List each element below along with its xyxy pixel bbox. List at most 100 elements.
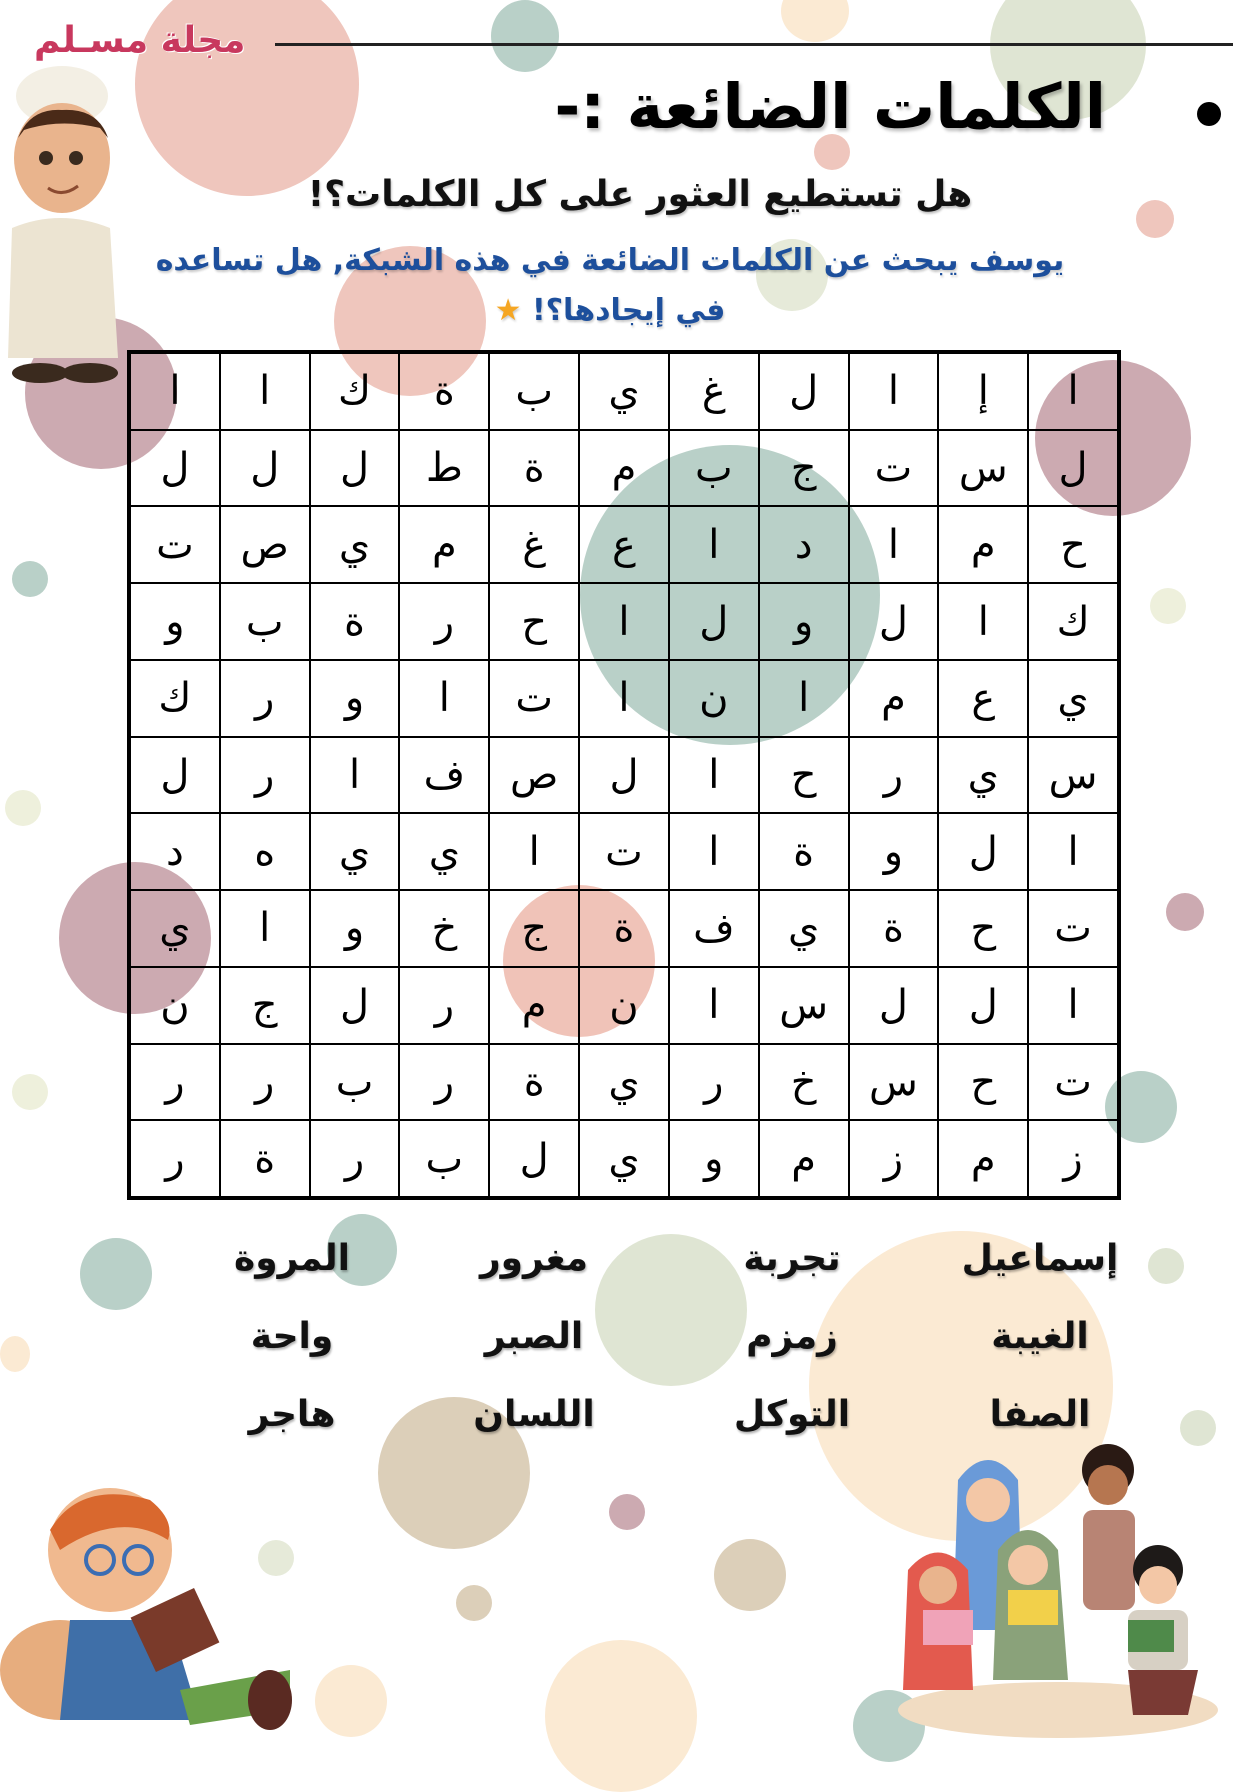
grid-cell[interactable]: ر: [399, 1043, 490, 1121]
grid-cell[interactable]: و: [758, 583, 849, 660]
grid-cell[interactable]: س: [758, 966, 849, 1044]
grid-cell[interactable]: ر: [309, 1120, 400, 1197]
grid-cell[interactable]: ا: [668, 506, 759, 584]
grid-cell[interactable]: ا: [668, 813, 759, 891]
grid-cell[interactable]: ا: [579, 659, 669, 737]
grid-cell[interactable]: ر: [130, 1043, 220, 1121]
grid-cell[interactable]: ر: [668, 1043, 759, 1121]
grid-cell[interactable]: ت: [848, 429, 939, 507]
grid-cell[interactable]: و: [668, 1120, 759, 1197]
grid-cell[interactable]: ر: [219, 1043, 310, 1121]
grid-cell[interactable]: و: [309, 659, 400, 737]
grid-cell[interactable]: ل: [938, 813, 1029, 891]
grid-cell[interactable]: ا: [130, 353, 220, 430]
grid-cell[interactable]: ل: [668, 583, 759, 660]
grid-cell[interactable]: ك: [1028, 583, 1118, 660]
grid-cell[interactable]: ت: [579, 813, 669, 891]
grid-cell[interactable]: ا: [219, 890, 310, 967]
grid-cell[interactable]: ح: [758, 736, 849, 814]
grid-cell[interactable]: ي: [130, 890, 220, 967]
grid-cell[interactable]: ب: [219, 583, 310, 660]
grid-cell[interactable]: ط: [399, 429, 490, 507]
grid-cell[interactable]: ل: [579, 736, 669, 814]
grid-cell[interactable]: ي: [938, 736, 1029, 814]
grid-cell[interactable]: ز: [848, 1120, 939, 1197]
grid-cell[interactable]: ا: [848, 506, 939, 584]
grid-cell[interactable]: غ: [489, 506, 580, 584]
grid-cell[interactable]: ع: [938, 659, 1029, 737]
grid-cell[interactable]: ح: [1028, 506, 1118, 584]
grid-cell[interactable]: ة: [489, 429, 580, 507]
grid-cell[interactable]: ف: [399, 736, 490, 814]
grid-cell[interactable]: ة: [309, 583, 400, 660]
grid-cell[interactable]: م: [848, 659, 939, 737]
grid-cell[interactable]: ص: [219, 506, 310, 584]
grid-cell[interactable]: ي: [579, 1043, 669, 1121]
grid-cell[interactable]: ا: [938, 583, 1029, 660]
grid-cell[interactable]: ة: [489, 1043, 580, 1121]
grid-cell[interactable]: م: [938, 506, 1029, 584]
grid-cell[interactable]: ح: [938, 1043, 1029, 1121]
grid-cell[interactable]: و: [309, 890, 400, 967]
grid-cell[interactable]: ل: [758, 353, 849, 430]
grid-cell[interactable]: ن: [668, 659, 759, 737]
grid-cell[interactable]: ن: [130, 966, 220, 1044]
grid-cell[interactable]: ة: [219, 1120, 310, 1197]
grid-cell[interactable]: ل: [848, 583, 939, 660]
grid-cell[interactable]: ي: [399, 813, 490, 891]
grid-cell[interactable]: ي: [579, 353, 669, 430]
grid-cell[interactable]: م: [489, 966, 580, 1044]
grid-cell[interactable]: ا: [579, 583, 669, 660]
grid-cell[interactable]: ل: [219, 429, 310, 507]
grid-cell[interactable]: د: [130, 813, 220, 891]
grid-cell[interactable]: ل: [309, 429, 400, 507]
grid-cell[interactable]: خ: [758, 1043, 849, 1121]
grid-cell[interactable]: ب: [399, 1120, 490, 1197]
grid-cell[interactable]: ا: [668, 966, 759, 1044]
grid-cell[interactable]: و: [848, 813, 939, 891]
grid-cell[interactable]: ي: [579, 1120, 669, 1197]
grid-cell[interactable]: ج: [219, 966, 310, 1044]
grid-cell[interactable]: س: [938, 429, 1029, 507]
grid-cell[interactable]: إ: [938, 353, 1029, 430]
grid-cell[interactable]: د: [758, 506, 849, 584]
grid-cell[interactable]: ر: [219, 659, 310, 737]
grid-cell[interactable]: ا: [848, 353, 939, 430]
grid-cell[interactable]: س: [848, 1043, 939, 1121]
grid-cell[interactable]: و: [130, 583, 220, 660]
grid-cell[interactable]: ن: [579, 966, 669, 1044]
grid-cell[interactable]: ف: [668, 890, 759, 967]
grid-cell[interactable]: ك: [309, 353, 400, 430]
grid-cell[interactable]: ع: [579, 506, 669, 584]
grid-cell[interactable]: ح: [489, 583, 580, 660]
grid-cell[interactable]: ت: [130, 506, 220, 584]
grid-cell[interactable]: ا: [219, 353, 310, 430]
grid-cell[interactable]: ج: [758, 429, 849, 507]
grid-cell[interactable]: م: [579, 429, 669, 507]
grid-cell[interactable]: ة: [848, 890, 939, 967]
grid-cell[interactable]: ر: [848, 736, 939, 814]
grid-cell[interactable]: ا: [758, 659, 849, 737]
grid-cell[interactable]: ت: [1028, 890, 1118, 967]
grid-cell[interactable]: م: [399, 506, 490, 584]
grid-cell[interactable]: ا: [668, 736, 759, 814]
grid-cell[interactable]: ت: [489, 659, 580, 737]
grid-cell[interactable]: ل: [309, 966, 400, 1044]
grid-cell[interactable]: ا: [399, 659, 490, 737]
grid-cell[interactable]: ز: [1028, 1120, 1118, 1197]
grid-cell[interactable]: ا: [489, 813, 580, 891]
grid-cell[interactable]: ة: [579, 890, 669, 967]
grid-cell[interactable]: ر: [130, 1120, 220, 1197]
grid-cell[interactable]: ج: [489, 890, 580, 967]
grid-cell[interactable]: ر: [399, 966, 490, 1044]
grid-cell[interactable]: ر: [399, 583, 490, 660]
grid-cell[interactable]: ر: [219, 736, 310, 814]
grid-cell[interactable]: ا: [309, 736, 400, 814]
grid-cell[interactable]: ل: [130, 736, 220, 814]
grid-cell[interactable]: ي: [758, 890, 849, 967]
grid-cell[interactable]: ة: [758, 813, 849, 891]
grid-cell[interactable]: س: [1028, 736, 1118, 814]
grid-cell[interactable]: ب: [309, 1043, 400, 1121]
grid-cell[interactable]: م: [938, 1120, 1029, 1197]
grid-cell[interactable]: ي: [309, 506, 400, 584]
